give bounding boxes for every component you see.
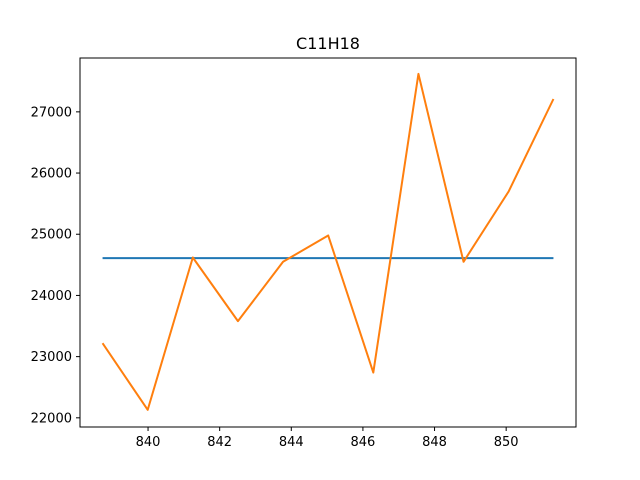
chart-title: C11H18 bbox=[296, 34, 360, 53]
x-tick-label: 844 bbox=[279, 435, 304, 450]
y-tick-label: 22000 bbox=[31, 411, 72, 426]
series-line-2 bbox=[101, 72, 555, 411]
y-tick-label: 24000 bbox=[31, 289, 72, 304]
y-tick-label: 23000 bbox=[31, 350, 72, 365]
plot-frame bbox=[79, 57, 577, 428]
x-tick-label: 850 bbox=[494, 435, 519, 450]
x-tick-label: 842 bbox=[207, 435, 232, 450]
y-tick-label: 26000 bbox=[31, 167, 72, 182]
x-tick-label: 840 bbox=[136, 435, 161, 450]
axes-layer: 840 842 844 846 848 850 22000 23000 24000 25000 26… bbox=[31, 105, 519, 450]
x-tick-label: 848 bbox=[422, 435, 447, 450]
series-layer bbox=[101, 72, 555, 411]
y-tick-label: 27000 bbox=[31, 105, 72, 120]
y-tick-label: 25000 bbox=[31, 228, 72, 243]
x-tick-label: 846 bbox=[351, 435, 376, 450]
